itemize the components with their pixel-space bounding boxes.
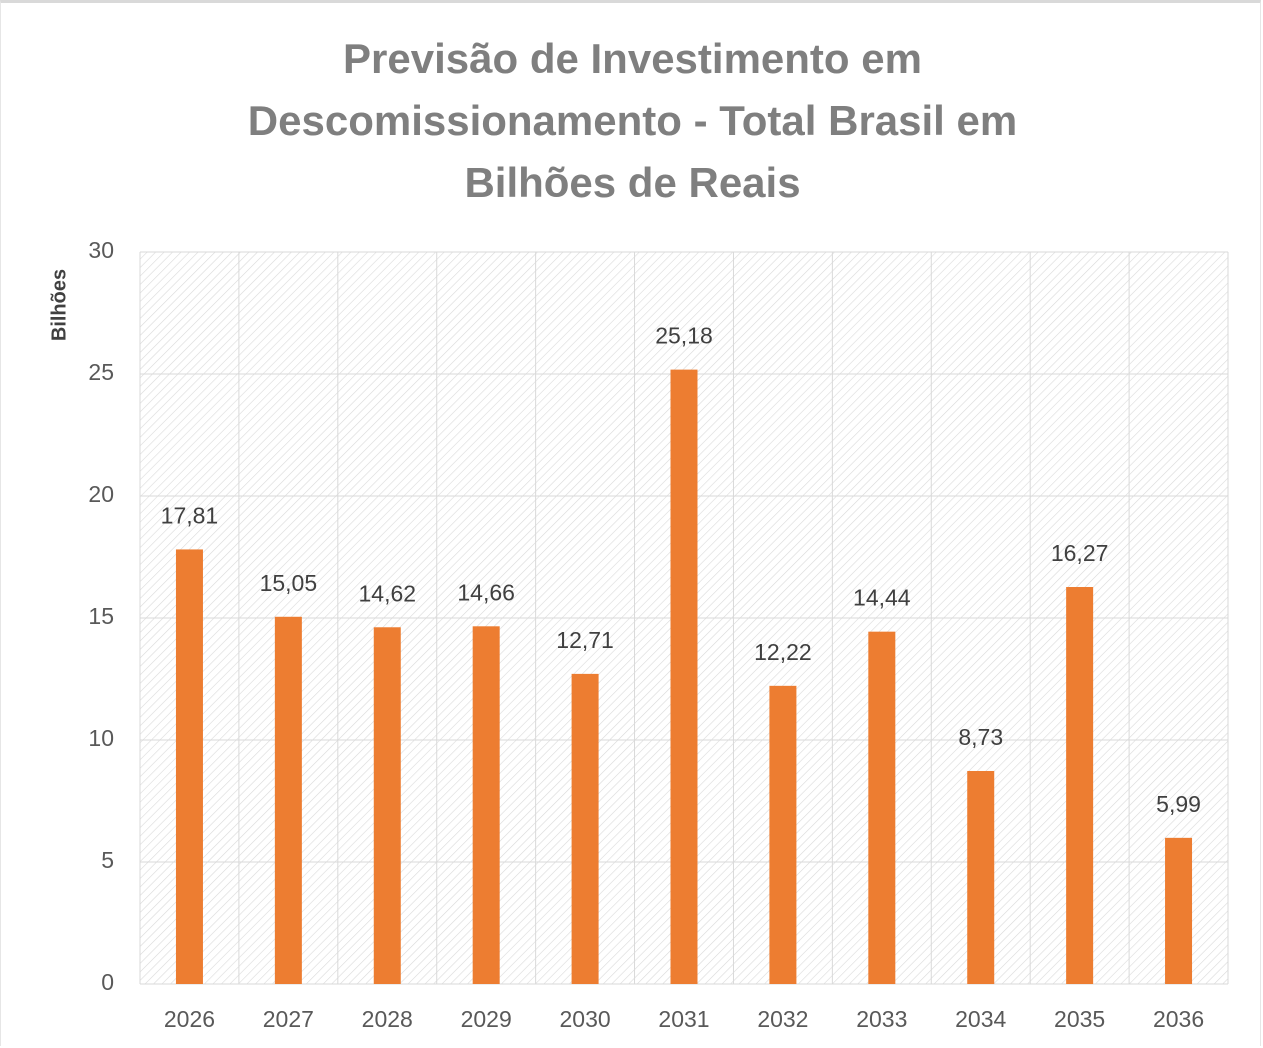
- chart-title: Previsão de Investimento em Descomission…: [247, 35, 1018, 206]
- y-tick-label: 20: [88, 481, 114, 507]
- x-tick-label: 2036: [1153, 1006, 1204, 1032]
- bar: [769, 685, 797, 984]
- data-label: 14,44: [853, 585, 911, 611]
- x-tick-label: 2034: [955, 1006, 1006, 1032]
- bar: [373, 627, 401, 984]
- bar: [868, 631, 896, 984]
- data-label: 8,73: [958, 724, 1003, 750]
- bar: [967, 770, 995, 984]
- x-tick-label: 2028: [362, 1006, 413, 1032]
- y-tick-label: 25: [88, 359, 114, 385]
- x-tick-label: 2032: [757, 1006, 808, 1032]
- bar: [472, 626, 500, 984]
- bar: [175, 549, 203, 984]
- y-tick-label: 5: [101, 847, 114, 873]
- x-tick-label: 2029: [461, 1006, 512, 1032]
- data-label: 17,81: [161, 503, 219, 529]
- x-tick-label: 2035: [1054, 1006, 1105, 1032]
- data-label: 14,62: [358, 580, 416, 606]
- data-label: 12,22: [754, 639, 812, 665]
- data-label: 5,99: [1156, 791, 1201, 817]
- x-tick-label: 2026: [164, 1006, 215, 1032]
- bar: [670, 369, 698, 984]
- y-tick-label: 15: [88, 603, 114, 629]
- bar: [571, 673, 599, 984]
- bar: [1165, 837, 1193, 984]
- x-tick-label: 2031: [658, 1006, 709, 1032]
- data-label: 16,27: [1051, 540, 1109, 566]
- data-label: 25,18: [655, 323, 713, 349]
- y-tick-label: 10: [88, 725, 114, 751]
- x-tick-label: 2027: [263, 1006, 314, 1032]
- y-axis-label: Bilhões: [48, 269, 70, 341]
- data-label: 12,71: [556, 627, 614, 653]
- data-label: 15,05: [260, 570, 318, 596]
- x-tick-label: 2033: [856, 1006, 907, 1032]
- data-label: 14,66: [457, 579, 515, 605]
- y-tick-label: 30: [88, 237, 114, 263]
- bar: [274, 616, 302, 984]
- y-tick-label: 0: [101, 969, 114, 995]
- x-tick-label: 2030: [560, 1006, 611, 1032]
- bar: [1066, 587, 1094, 984]
